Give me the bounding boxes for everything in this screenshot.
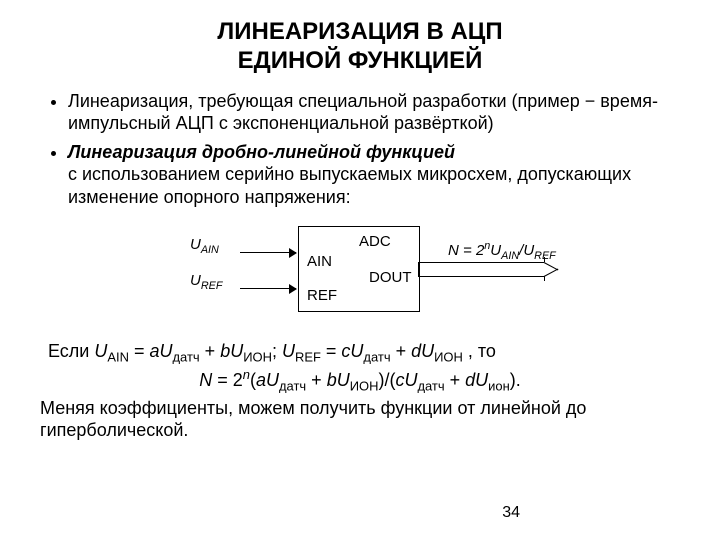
math-line-1: Если UAIN = aUдатч + bUИОН; UREF = cUдат… [40, 340, 680, 366]
adc-pin-dout: DOUT [369, 269, 412, 286]
arrow-dout [418, 262, 558, 276]
page-number: 34 [502, 504, 520, 522]
math-block: Если UAIN = aUдатч + bUИОН; UREF = cUдат… [40, 340, 680, 395]
label-output-formula: N = 2nUAIN/UREF [448, 240, 556, 262]
bullet-2-lead: Линеаризация дробно-линейной функцией [68, 142, 455, 162]
label-uain: UAIN [190, 236, 219, 256]
adc-title: ADC [359, 233, 391, 250]
title-line-1: ЛИНЕАРИЗАЦИЯ В АЦП [40, 18, 680, 47]
adc-pin-ain: AIN [307, 253, 332, 270]
bullet-item-2: Линеаризация дробно-линейной функцией с … [68, 141, 680, 209]
arrow-ain [240, 252, 296, 253]
slide-page: ЛИНЕАРИЗАЦИЯ В АЦП ЕДИНОЙ ФУНКЦИЕЙ Линеа… [0, 0, 720, 540]
slide-title: ЛИНЕАРИЗАЦИЯ В АЦП ЕДИНОЙ ФУНКЦИЕЙ [40, 18, 680, 76]
math-line-2: N = 2n(aUдатч + bUИОН)/(cUдатч + dUион). [40, 367, 680, 395]
bullet-list: Линеаризация, требующая специальной разр… [40, 90, 680, 209]
bullet-2-rest: с использованием серийно выпускаемых мик… [68, 164, 631, 207]
bullet-item-1: Линеаризация, требующая специальной разр… [68, 90, 680, 135]
label-uref: UREF [190, 272, 222, 292]
adc-box: ADC AIN REF DOUT [298, 226, 420, 312]
adc-diagram: UAIN UREF ADC AIN REF DOUT N = 2nUAIN/UR… [40, 218, 680, 328]
arrow-ref [240, 288, 296, 289]
adc-pin-ref: REF [307, 287, 337, 304]
closing-text: Меняя коэффициенты, можем получить функц… [40, 397, 680, 442]
title-line-2: ЕДИНОЙ ФУНКЦИЕЙ [40, 47, 680, 76]
